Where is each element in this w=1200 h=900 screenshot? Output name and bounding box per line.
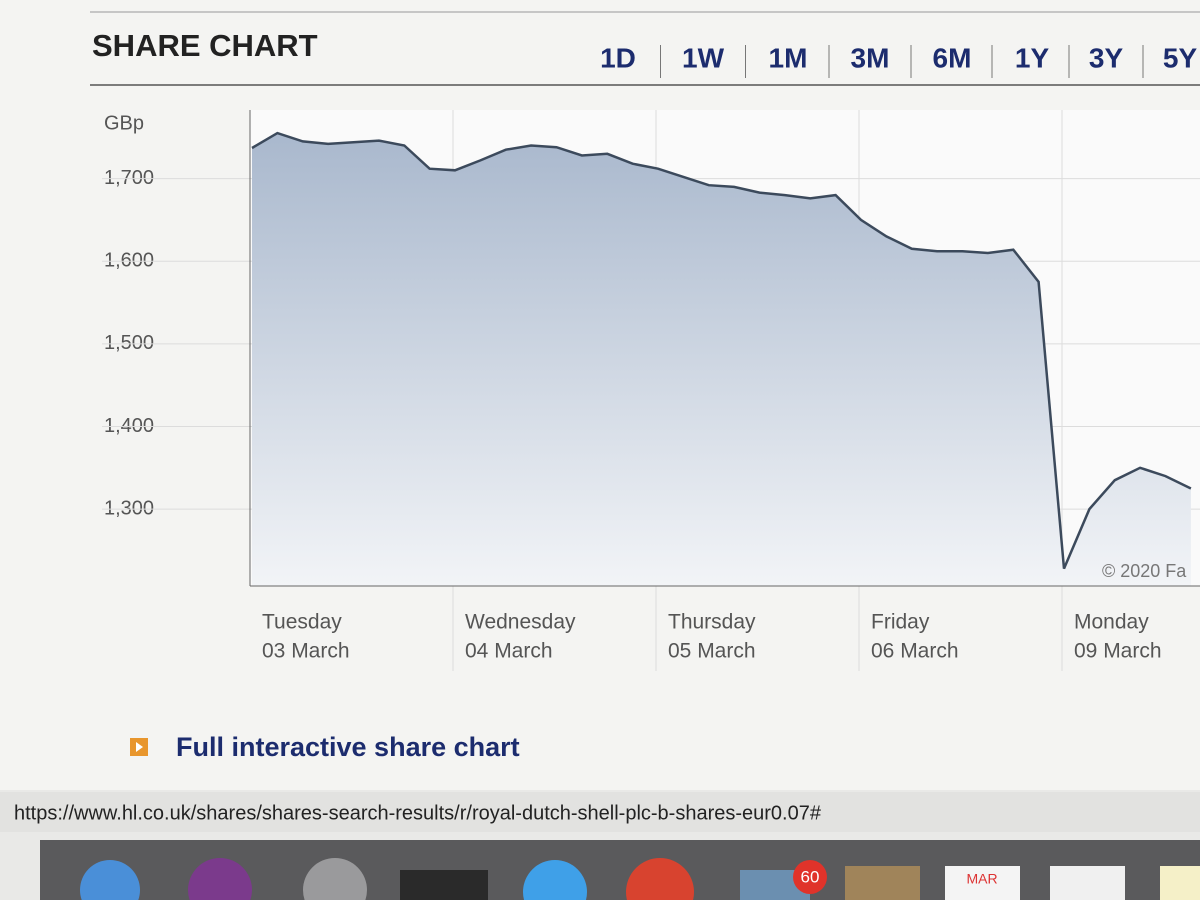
section-title: SHARE CHART — [92, 28, 318, 63]
range-tab[interactable]: 1Y — [1015, 42, 1050, 73]
badge-count: 60 — [801, 867, 820, 886]
chart-link[interactable]: Full interactive share chart — [176, 732, 520, 762]
y-tick-label: 1,700 — [104, 167, 154, 189]
share-chart: 1,300 1,400 1,500 1,600 1,700 GBp Tuesday 03 Ma… — [102, 110, 1200, 671]
range-tab[interactable]: 5Y — [1163, 42, 1198, 73]
dock-icon — [188, 858, 252, 900]
x-tick-label: Tuesday — [262, 611, 342, 634]
x-tick-date: 04 March — [465, 640, 553, 663]
dock-icon — [1160, 866, 1200, 900]
y-axis-label: GBp — [104, 112, 144, 134]
range-tab[interactable]: 1D — [600, 42, 636, 73]
range-tab[interactable]: 3M — [851, 42, 890, 73]
x-tick-label: Monday — [1074, 611, 1149, 634]
range-tab[interactable]: 1W — [682, 42, 725, 73]
series-group — [251, 131, 1192, 586]
y-tick-label: 1,600 — [104, 250, 154, 272]
x-tick-label: Thursday — [668, 611, 756, 634]
badge — [793, 860, 827, 894]
x-tick-date: 09 March — [1074, 640, 1162, 663]
calendar-month: MAR — [966, 871, 997, 887]
status-url: https://www.hl.co.uk/shares/shares-searc… — [14, 802, 822, 824]
range-tab[interactable]: 1M — [769, 42, 808, 73]
dock-icon — [1050, 866, 1125, 900]
calendar-icon — [945, 866, 1020, 900]
dock-icon — [303, 858, 367, 900]
range-tab[interactable]: 3Y — [1089, 42, 1124, 73]
x-tick-date: 03 March — [262, 640, 350, 663]
x-tick-date: 06 March — [871, 640, 959, 663]
dock-icon — [523, 860, 587, 900]
price-area — [252, 133, 1191, 586]
y-tick-label: 1,500 — [104, 332, 154, 354]
y-tick-label: 1,400 — [104, 415, 154, 437]
link-icon-arrow — [136, 742, 143, 752]
status-bar — [0, 792, 1200, 832]
range-tab[interactable]: 6M — [933, 42, 972, 73]
range-tabs: 1D 1W 1M 3M 6M 1Y 3Y 5Y — [600, 42, 1197, 78]
dock-icon — [845, 866, 920, 900]
x-tick-label: Friday — [871, 611, 930, 634]
price-line — [251, 131, 1192, 570]
x-tick-label: Wednesday — [465, 611, 576, 634]
dock-icon — [626, 858, 694, 900]
dock-icon — [80, 860, 140, 900]
y-tick-label: 1,300 — [104, 497, 154, 519]
dock-icon — [400, 870, 488, 900]
copyright: © 2020 Fa — [1102, 561, 1187, 581]
x-tick-date: 05 March — [668, 640, 756, 663]
